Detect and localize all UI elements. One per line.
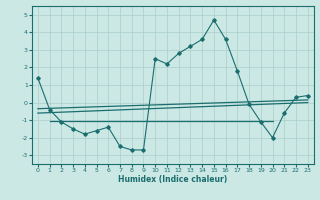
X-axis label: Humidex (Indice chaleur): Humidex (Indice chaleur) [118, 175, 228, 184]
